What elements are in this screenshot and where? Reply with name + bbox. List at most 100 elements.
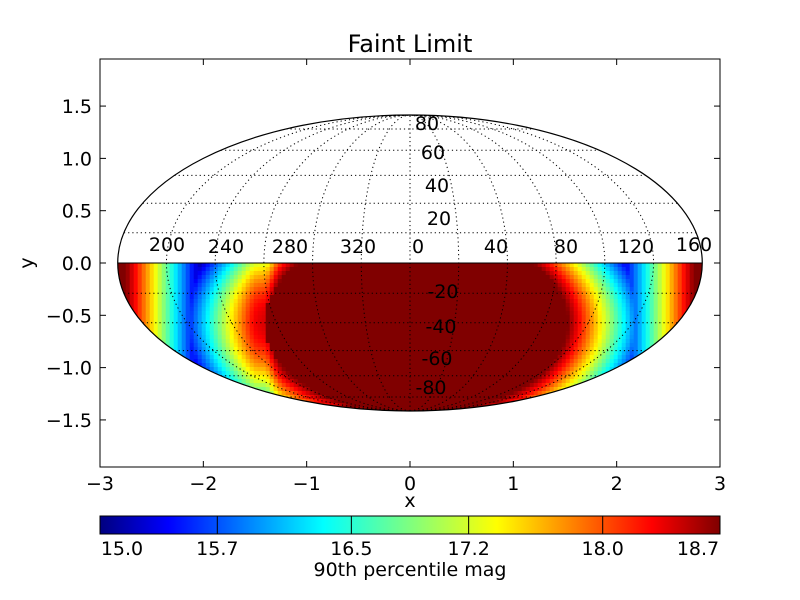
heatmap-cell bbox=[293, 351, 299, 356]
heatmap-cell bbox=[513, 343, 519, 348]
heatmap-cell bbox=[305, 383, 311, 388]
heatmap-cell bbox=[629, 323, 635, 328]
heatmap-cell bbox=[213, 311, 219, 316]
heatmap-cell bbox=[257, 351, 263, 356]
heatmap-cell bbox=[413, 323, 419, 328]
heatmap-cell bbox=[209, 307, 215, 312]
heatmap-cell bbox=[589, 271, 595, 276]
heatmap-cell bbox=[457, 339, 463, 344]
heatmap-cell bbox=[425, 343, 431, 348]
heatmap-cell bbox=[197, 315, 203, 320]
heatmap-cell bbox=[369, 379, 375, 384]
heatmap-cell bbox=[529, 287, 535, 292]
heatmap-cell bbox=[425, 363, 431, 368]
heatmap-cell bbox=[229, 335, 235, 340]
heatmap-cell bbox=[513, 263, 519, 268]
heatmap-cell bbox=[657, 315, 663, 320]
heatmap-cell bbox=[313, 263, 319, 268]
heatmap-cell bbox=[433, 343, 439, 348]
heatmap-cell bbox=[197, 279, 203, 284]
heatmap-cell bbox=[513, 391, 519, 396]
heatmap-cell bbox=[597, 319, 603, 324]
heatmap-cell bbox=[469, 379, 475, 384]
heatmap-cell bbox=[285, 375, 291, 380]
heatmap-cell bbox=[413, 343, 419, 348]
heatmap-cell bbox=[361, 355, 367, 360]
heatmap-cell bbox=[325, 331, 331, 336]
heatmap-cell bbox=[445, 287, 451, 292]
heatmap-cell bbox=[497, 379, 503, 384]
heatmap-cell bbox=[541, 347, 547, 352]
heatmap-cell bbox=[445, 387, 451, 392]
heatmap-cell bbox=[485, 367, 491, 372]
heatmap-cell bbox=[461, 351, 467, 356]
heatmap-cell bbox=[613, 339, 619, 344]
heatmap-cell bbox=[153, 275, 159, 280]
heatmap-cell bbox=[601, 363, 607, 368]
heatmap-cell bbox=[429, 351, 435, 356]
heatmap-cell bbox=[185, 275, 191, 280]
heatmap-cell bbox=[305, 379, 311, 384]
heatmap-cell bbox=[545, 379, 551, 384]
heatmap-cell bbox=[149, 291, 155, 296]
heatmap-cell bbox=[193, 311, 199, 316]
heatmap-cell bbox=[345, 355, 351, 360]
heatmap-cell bbox=[445, 383, 451, 388]
heatmap-cell bbox=[553, 299, 559, 304]
heatmap-cell bbox=[313, 303, 319, 308]
heatmap-cell bbox=[309, 275, 315, 280]
heatmap-cell bbox=[437, 315, 443, 320]
heatmap-cell bbox=[629, 355, 635, 360]
heatmap-cell bbox=[525, 275, 531, 280]
heatmap-cell bbox=[657, 327, 663, 332]
heatmap-cell bbox=[517, 335, 523, 340]
heatmap-cell bbox=[645, 335, 651, 340]
heatmap-cell bbox=[613, 323, 619, 328]
heatmap-cell bbox=[613, 303, 619, 308]
heatmap-cell bbox=[501, 395, 507, 400]
heatmap-cell bbox=[597, 335, 603, 340]
heatmap-cell bbox=[601, 367, 607, 372]
heatmap-cell bbox=[557, 299, 563, 304]
heatmap-cell bbox=[417, 367, 423, 372]
heatmap-cell bbox=[513, 351, 519, 356]
heatmap-cell bbox=[409, 379, 415, 384]
heatmap-cell bbox=[497, 371, 503, 376]
heatmap-cell bbox=[301, 279, 307, 284]
heatmap-cell bbox=[221, 339, 227, 344]
heatmap-cell bbox=[361, 339, 367, 344]
heatmap-cell bbox=[365, 311, 371, 316]
heatmap-cell bbox=[249, 319, 255, 324]
y-axis-label: y bbox=[16, 257, 38, 268]
heatmap-cell bbox=[645, 315, 651, 320]
heatmap-cell bbox=[569, 351, 575, 356]
heatmap-cell bbox=[409, 291, 415, 296]
heatmap-cell bbox=[525, 375, 531, 380]
heatmap-cell bbox=[365, 355, 371, 360]
heatmap-cell bbox=[161, 283, 167, 288]
heatmap-cell bbox=[225, 291, 231, 296]
heatmap-cell bbox=[213, 291, 219, 296]
heatmap-cell bbox=[473, 387, 479, 392]
heatmap-cell bbox=[497, 263, 503, 268]
heatmap-cell bbox=[649, 335, 655, 340]
heatmap-cell bbox=[517, 331, 523, 336]
heatmap-cell bbox=[561, 363, 567, 368]
heatmap-cell bbox=[217, 307, 223, 312]
heatmap-cell bbox=[405, 279, 411, 284]
heatmap-cell bbox=[333, 327, 339, 332]
heatmap-cell bbox=[329, 375, 335, 380]
heatmap-cell bbox=[385, 283, 391, 288]
heatmap-cell bbox=[429, 291, 435, 296]
heatmap-cell bbox=[341, 355, 347, 360]
heatmap-cell bbox=[445, 307, 451, 312]
heatmap-cell bbox=[273, 283, 279, 288]
heatmap-cell bbox=[357, 367, 363, 372]
heatmap-cell bbox=[617, 323, 623, 328]
heatmap-cell bbox=[257, 371, 263, 376]
heatmap-cell bbox=[601, 339, 607, 344]
heatmap-cell bbox=[237, 339, 243, 344]
heatmap-cell bbox=[565, 275, 571, 280]
heatmap-cell bbox=[429, 331, 435, 336]
heatmap-cell bbox=[641, 279, 647, 284]
